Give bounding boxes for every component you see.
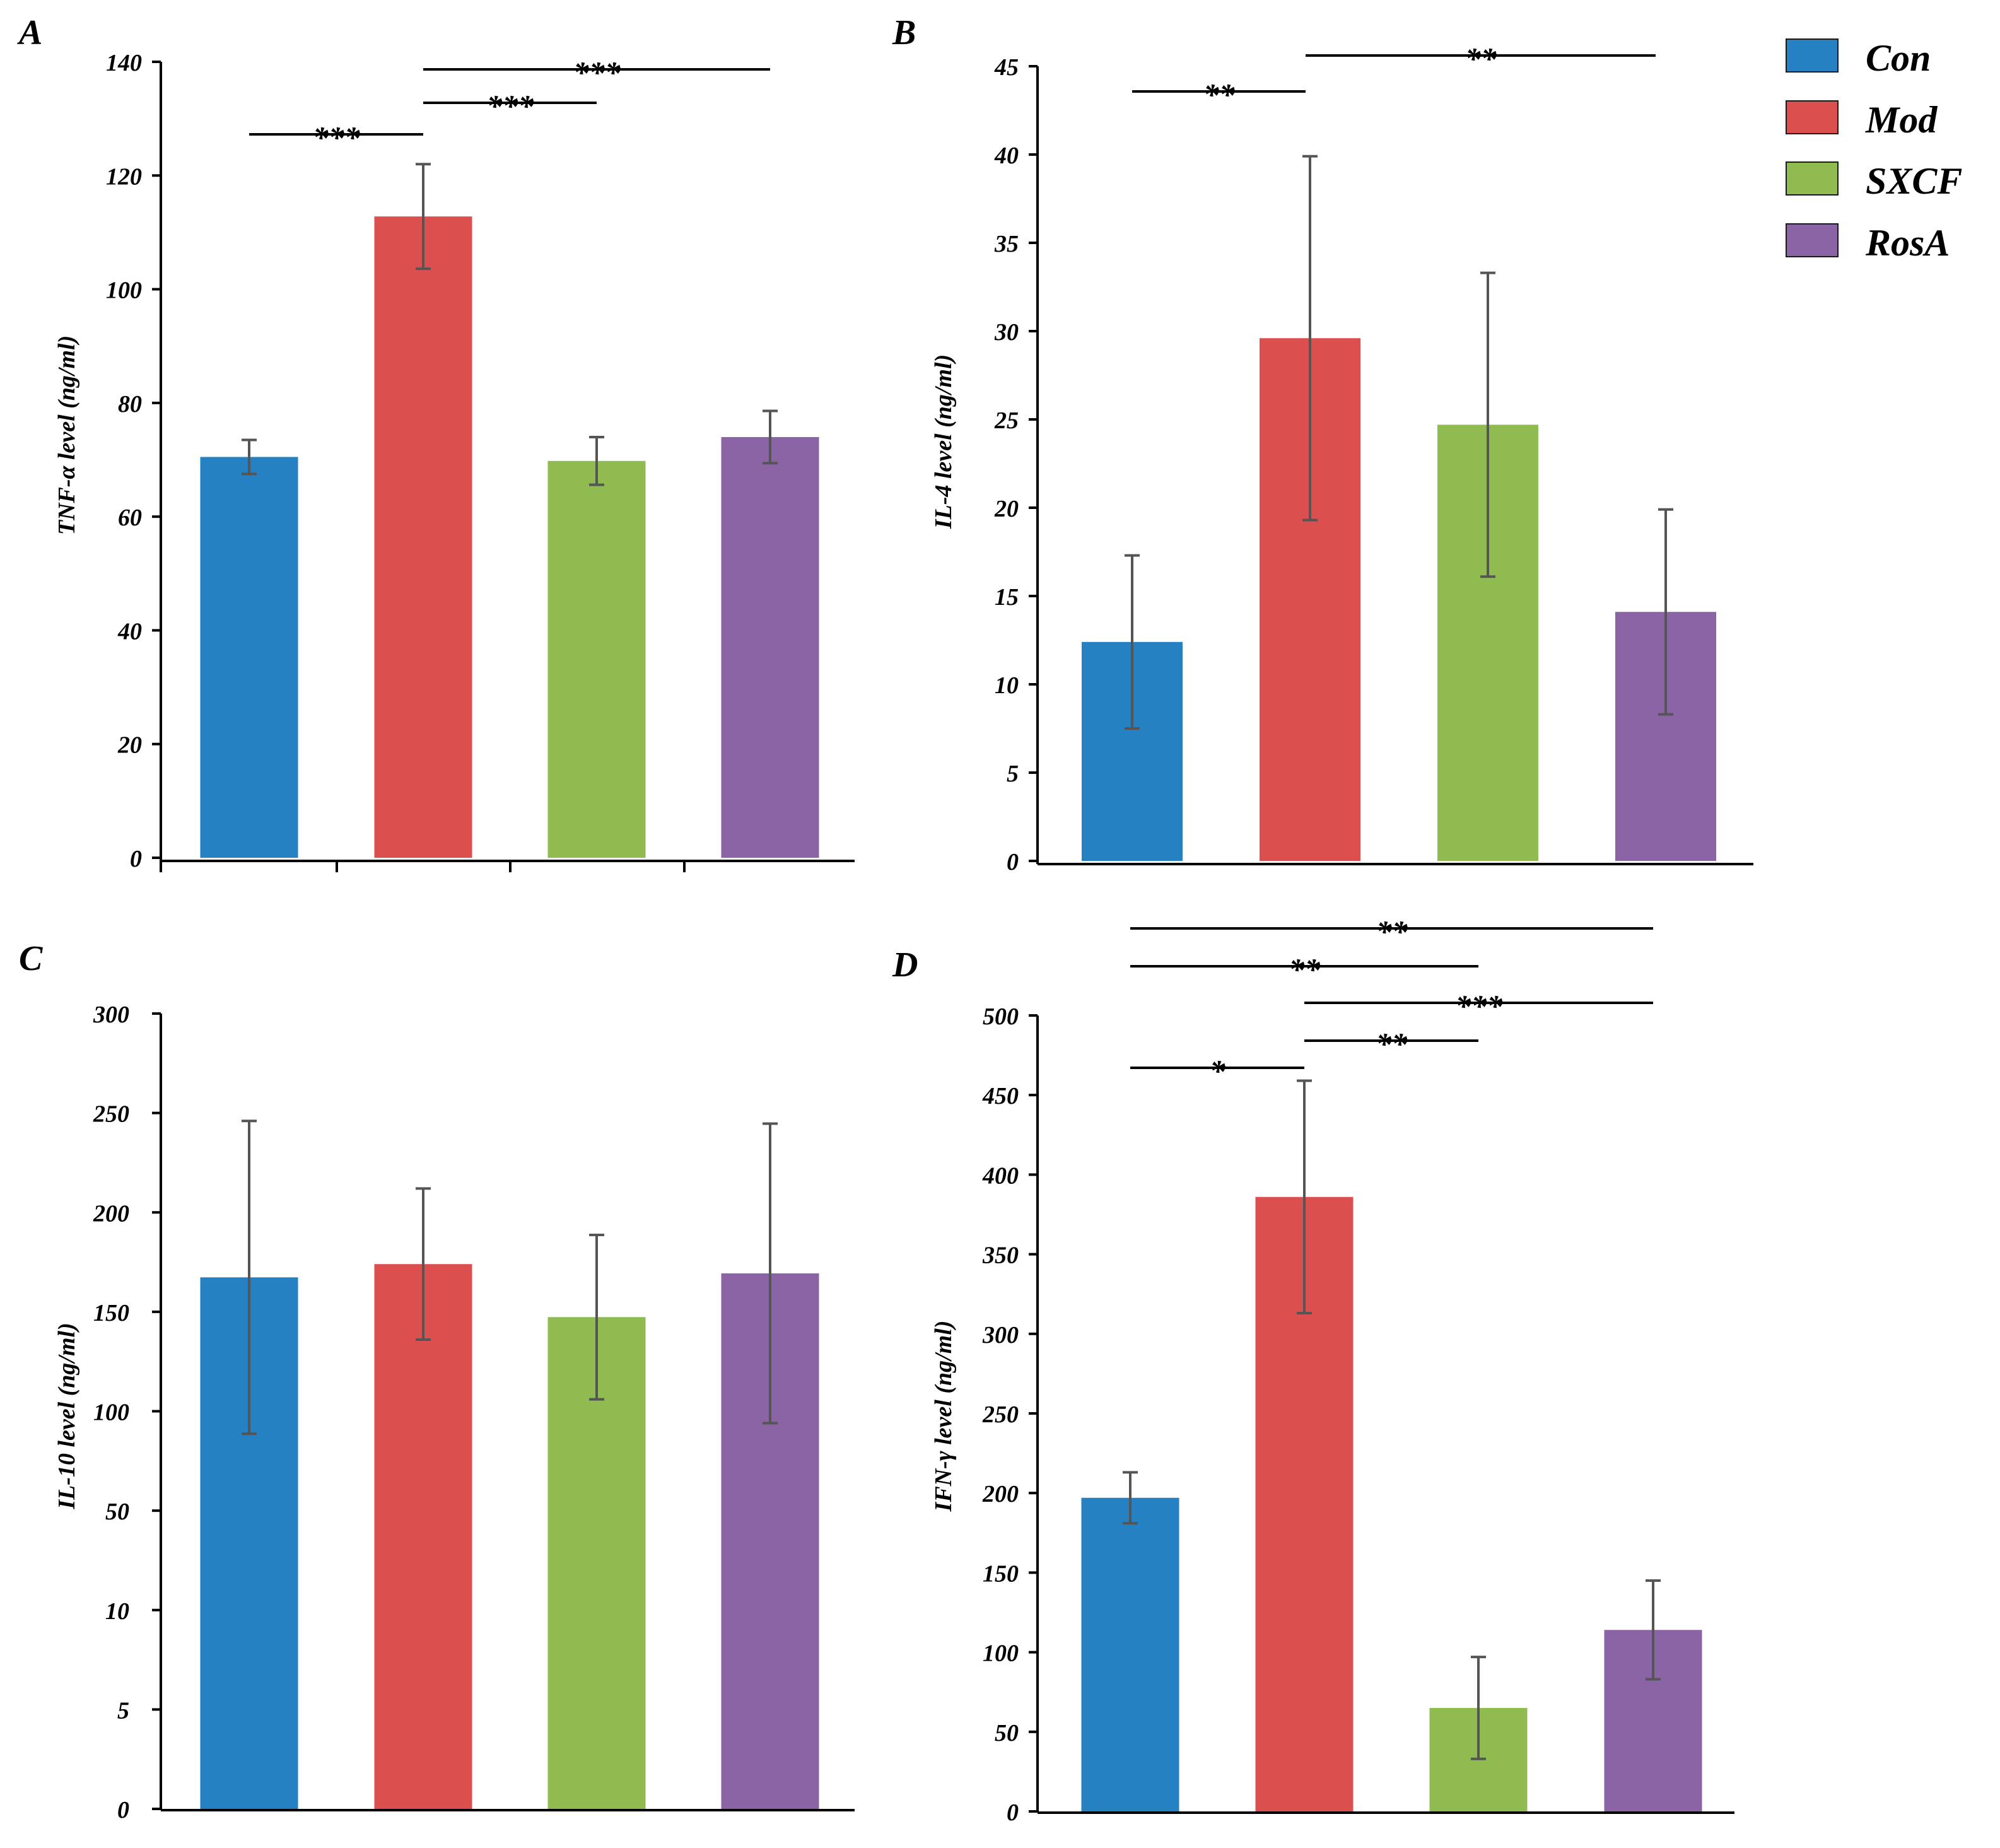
- significance-label: **: [1376, 914, 1408, 949]
- y-tick-label: 30: [994, 319, 1019, 346]
- y-tick-label: 50: [995, 1720, 1019, 1746]
- y-tick-label: 45: [994, 54, 1019, 81]
- y-tick-label: 200: [93, 1200, 129, 1227]
- legend: Con Mod SXCF RosA: [1786, 37, 1962, 264]
- y-tick-label: 140: [106, 50, 142, 76]
- y-axis-label: IL-4 level (ng/ml): [930, 354, 957, 529]
- legend-swatch-mod: [1786, 100, 1839, 134]
- y-tick-label: 400: [982, 1162, 1019, 1189]
- y-tick-label: 35: [994, 231, 1019, 257]
- panel-d: D 0 50 100 150 200 250 300 350 400 450 500 IFN-γ lev…: [892, 914, 1734, 1826]
- y-tick-label: 0: [1007, 1799, 1019, 1826]
- y-tick-label: 300: [93, 1002, 129, 1028]
- panel-label: A: [17, 13, 42, 52]
- bar-rosa: [721, 436, 819, 858]
- significance-label: ***: [1455, 988, 1503, 1024]
- y-tick-label: 0: [1007, 849, 1019, 875]
- legend-label: SXCF: [1866, 160, 1962, 202]
- y-tick-label: 25: [994, 407, 1019, 434]
- y-tick-label: 5: [1007, 761, 1019, 787]
- y-tick-label: 450: [982, 1083, 1019, 1109]
- y-tick-label: 0: [130, 846, 142, 872]
- y-tick-label: 5: [117, 1697, 129, 1724]
- y-tick-label: 100: [106, 278, 142, 304]
- y-axis-label: TNF-α level (ng/ml): [54, 336, 80, 535]
- y-axis-label: IL-10 level (ng/ml): [54, 1323, 80, 1509]
- bar-con: [200, 457, 298, 858]
- legend-swatch-sxcf: [1786, 161, 1839, 196]
- panel-a: A 0 20 40 60 80 100 120 140 TNF-α level (ng/ml) **…: [17, 13, 855, 872]
- legend-swatch-con: [1786, 38, 1839, 73]
- legend-label: Con: [1866, 37, 1931, 79]
- bar-mod: [374, 216, 472, 858]
- panel-label: C: [19, 939, 43, 978]
- significance-label: ***: [313, 120, 361, 155]
- y-tick-label: 40: [117, 618, 142, 645]
- y-tick-label: 150: [983, 1560, 1019, 1587]
- significance-label: *: [1210, 1053, 1226, 1089]
- significance-label: ***: [486, 88, 534, 124]
- panel-label: D: [892, 945, 918, 985]
- y-axis-label: IFN-γ level (ng/ml): [930, 1321, 957, 1512]
- y-tick-label: 10: [105, 1598, 129, 1625]
- bar-mod: [374, 1264, 472, 1809]
- significance-label: **: [1465, 41, 1497, 76]
- y-tick-label: 120: [106, 163, 142, 190]
- legend-label: RosA: [1865, 222, 1950, 264]
- y-tick-label: 20: [117, 732, 142, 759]
- y-tick-label: 60: [118, 505, 142, 531]
- y-tick-label: 50: [105, 1499, 129, 1525]
- y-tick-label: 0: [117, 1797, 129, 1823]
- bar-sxcf: [547, 460, 646, 858]
- significance-label: **: [1376, 1026, 1408, 1061]
- significance-label: **: [1203, 77, 1236, 112]
- significance-label: **: [1289, 952, 1321, 987]
- y-tick-label: 300: [982, 1322, 1019, 1348]
- y-tick-label: 500: [983, 1003, 1019, 1030]
- y-tick-label: 40: [994, 143, 1019, 169]
- y-tick-label: 10: [995, 672, 1019, 699]
- y-tick-label: 15: [995, 584, 1019, 611]
- legend-label: Mod: [1865, 99, 1938, 141]
- y-tick-label: 100: [93, 1400, 129, 1426]
- bar-con: [1081, 1497, 1179, 1811]
- y-tick-label: 20: [994, 496, 1019, 522]
- y-tick-label: 350: [982, 1243, 1019, 1269]
- panel-c: C 0 5 10 50 100 150 200 250 300 IL-10 level (ng/ml…: [19, 939, 855, 1823]
- legend-swatch-rosa: [1786, 223, 1839, 257]
- significance-label: ***: [573, 55, 621, 90]
- y-tick-label: 250: [93, 1101, 129, 1128]
- panel-b: B 0 5 10 15 20 25 30 35 40 45 IL-4 level (ng/ml) ** *…: [892, 13, 1753, 875]
- y-tick-label: 100: [983, 1640, 1019, 1667]
- y-tick-label: 80: [118, 391, 142, 418]
- y-tick-label: 250: [982, 1401, 1019, 1428]
- y-tick-label: 150: [93, 1300, 129, 1326]
- y-tick-label: 200: [982, 1481, 1019, 1507]
- panel-label: B: [892, 13, 916, 52]
